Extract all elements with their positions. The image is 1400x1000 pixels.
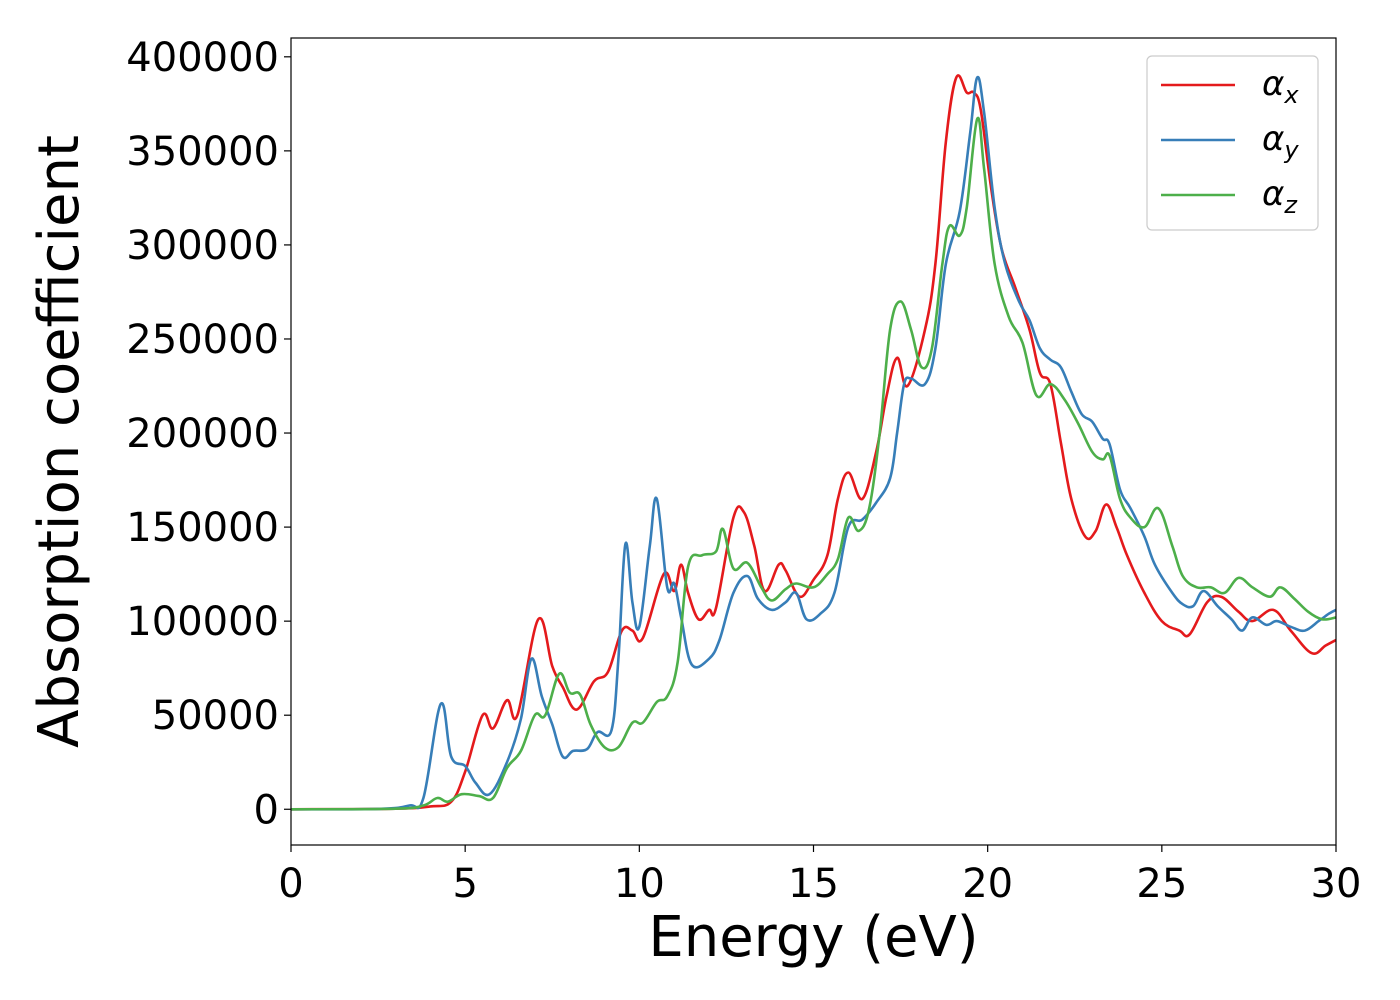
- x-tick-label: 0: [278, 861, 303, 907]
- series-layer: [291, 74, 1336, 811]
- legend-box: [1146, 55, 1319, 231]
- y-tick-label: 250000: [126, 317, 279, 363]
- x-tick-label: 15: [788, 861, 839, 907]
- x-tick-label: 20: [962, 861, 1013, 907]
- y-tick-label: 0: [254, 787, 279, 833]
- legend-label-y: αy: [1262, 119, 1299, 164]
- x-tick-label: 10: [614, 861, 665, 907]
- series-line-z: [291, 116, 1336, 811]
- y-tick-label: 150000: [126, 505, 279, 551]
- x-tick-label: 25: [1136, 861, 1187, 907]
- x-tick-label: 5: [452, 861, 477, 907]
- y-tick-label: 100000: [126, 599, 279, 645]
- y-axis-label: Absorption coefficient: [27, 135, 92, 748]
- legend: αx αy αz: [1146, 55, 1319, 231]
- y-tick-label: 50000: [152, 693, 279, 739]
- legend-label-z: αz: [1262, 174, 1298, 219]
- y-axis-ticks: 0 50000 100000 150000 200000 250000 300000 3500…: [126, 35, 291, 833]
- x-axis-label: Energy (eV): [648, 905, 978, 970]
- series-line-x: [291, 74, 1336, 811]
- y-tick-label: 200000: [126, 411, 279, 457]
- legend-label-x: αx: [1262, 64, 1299, 109]
- y-tick-label: 350000: [126, 129, 279, 175]
- y-tick-label: 300000: [126, 223, 279, 269]
- x-axis-ticks: 0 5 10 15 20 25 30: [278, 845, 1361, 907]
- x-tick-label: 30: [1311, 861, 1362, 907]
- y-tick-label: 400000: [126, 35, 279, 81]
